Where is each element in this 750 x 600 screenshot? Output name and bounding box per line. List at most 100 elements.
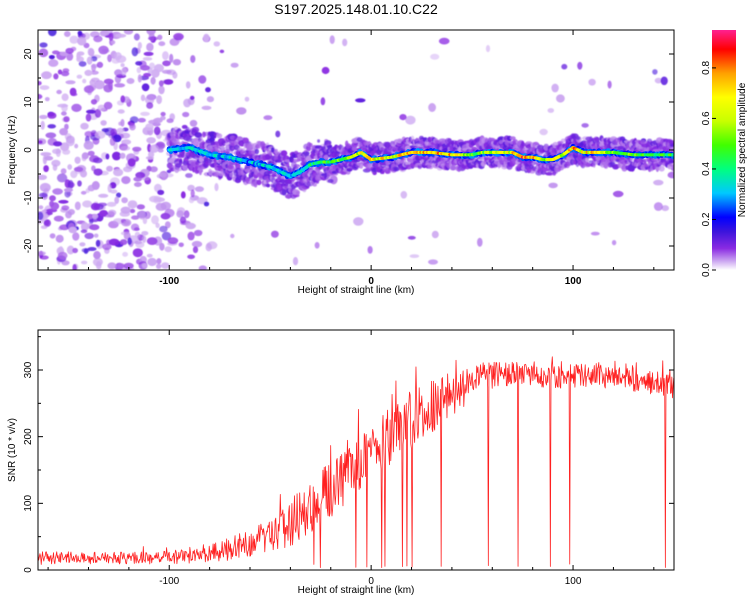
band-blob <box>198 169 202 176</box>
noise-blob <box>133 176 142 182</box>
noise-blob <box>137 74 142 83</box>
noise-blob <box>556 94 565 103</box>
noise-blob <box>126 78 135 84</box>
band-blob <box>254 148 259 155</box>
noise-blob <box>65 211 72 219</box>
noise-blob <box>146 253 153 258</box>
noise-blob <box>53 215 64 222</box>
band-blob <box>497 161 501 169</box>
noise-blob <box>38 140 43 144</box>
noise-blob <box>68 226 78 234</box>
noise-blob <box>230 62 239 68</box>
band-blob <box>359 163 364 169</box>
noise-blob <box>149 166 158 173</box>
band-blob <box>286 162 290 168</box>
band-blob <box>617 145 626 151</box>
spectrogram-ridge <box>166 143 674 179</box>
snr-ylabel: SNR (10 * v/v) <box>7 418 18 482</box>
noise-blob <box>49 233 56 239</box>
noise-blob <box>353 217 364 226</box>
band-blob <box>327 179 334 183</box>
noise-blob <box>150 76 156 85</box>
noise-blob <box>89 224 100 231</box>
noise-blob <box>74 156 81 164</box>
noise-blob <box>116 192 122 198</box>
colorbar-axis: 0.0 0.2 0.4 0.6 0.8 <box>701 61 716 277</box>
noise-blob <box>122 251 128 257</box>
noise-blob <box>219 49 225 54</box>
noise-blob <box>83 140 94 150</box>
noise-blob <box>74 201 81 211</box>
noise-blob <box>158 85 165 95</box>
noise-blob <box>91 165 96 172</box>
noise-blob <box>153 126 161 136</box>
band-blob <box>552 170 557 176</box>
noise-blob <box>90 99 98 105</box>
noise-blob <box>213 41 221 47</box>
noise-blob <box>115 33 127 38</box>
noise-blob <box>73 166 84 172</box>
noise-blob <box>51 159 61 167</box>
noise-blob <box>65 138 75 147</box>
noise-blob <box>166 69 176 75</box>
band-blob <box>509 163 515 168</box>
noise-blob <box>156 95 163 105</box>
noise-blob <box>154 64 164 73</box>
noise-blob <box>96 61 104 68</box>
noise-blob <box>431 230 439 239</box>
noise-blob <box>275 130 281 138</box>
noise-blob <box>93 168 103 176</box>
band-blob <box>546 171 555 176</box>
band-blob <box>658 165 665 172</box>
noise-blob <box>92 213 99 220</box>
noise-blob <box>206 241 218 250</box>
noise-blob <box>38 81 42 86</box>
noise-blob <box>128 202 138 208</box>
noise-blob <box>157 189 165 195</box>
noise-blob <box>86 56 93 65</box>
noise-blob <box>83 32 91 40</box>
band-blob <box>181 124 188 129</box>
noise-blob <box>121 176 131 185</box>
band-blob <box>209 137 215 143</box>
band-blob <box>323 155 329 159</box>
noise-blob <box>62 149 71 155</box>
noise-blob <box>56 89 62 95</box>
band-blob <box>576 136 581 141</box>
noise-blob <box>399 114 407 121</box>
noise-blob <box>430 53 440 60</box>
noise-blob <box>41 71 52 80</box>
noise-blob <box>67 164 73 170</box>
noise-blob <box>97 104 106 111</box>
noise-blob <box>120 95 126 103</box>
noise-blob <box>179 216 187 224</box>
noise-blob <box>244 96 250 102</box>
band-blob <box>251 147 255 155</box>
noise-blob <box>92 257 103 267</box>
noise-blob <box>81 260 88 265</box>
noise-blob <box>114 83 126 88</box>
noise-blob <box>93 251 101 260</box>
band-blob <box>317 139 321 143</box>
noise-blob <box>153 195 162 204</box>
noise-blob <box>164 221 171 229</box>
band-blob <box>308 143 313 148</box>
noise-blob <box>132 146 142 152</box>
noise-blob <box>189 119 198 127</box>
noise-blob <box>59 128 68 136</box>
band-blob <box>266 183 271 188</box>
noise-blob <box>107 262 117 270</box>
noise-blob <box>183 210 190 219</box>
band-blob <box>178 160 183 165</box>
noise-blob <box>52 164 58 171</box>
noise-blob <box>106 165 113 172</box>
noise-blob <box>86 109 96 114</box>
noise-blob <box>66 245 75 255</box>
noise-blob <box>136 66 141 74</box>
x-tick-label: 0 <box>368 276 374 287</box>
noise-blob <box>94 130 106 139</box>
spectrogram-ylabel: Frequency (Hz) <box>7 116 18 185</box>
noise-blob <box>85 113 92 122</box>
noise-blob <box>72 264 77 270</box>
noise-blob <box>52 188 63 195</box>
